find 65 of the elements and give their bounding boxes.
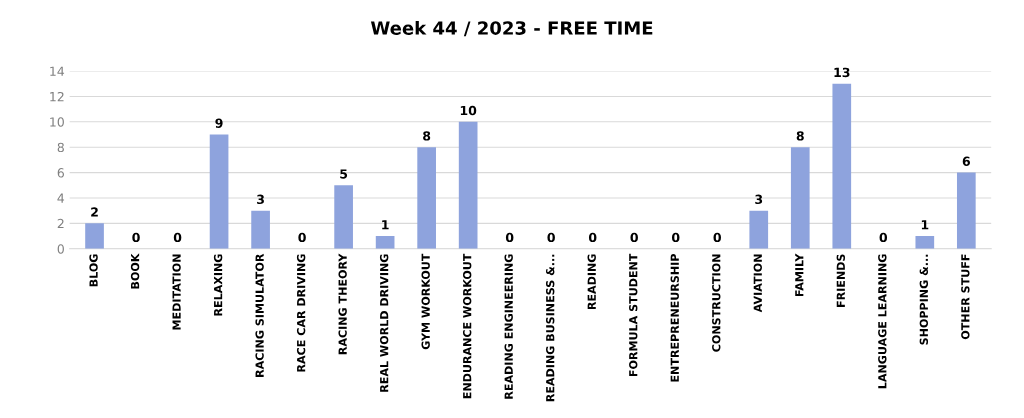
y-tick-label: 14 [50, 66, 65, 76]
data-label: 0 [298, 232, 306, 243]
data-label: 0 [879, 232, 888, 243]
bar [956, 172, 976, 249]
data-label: 2 [91, 207, 98, 217]
data-label: 0 [505, 232, 514, 243]
x-tick-label: READING BUSINESS &... [546, 254, 555, 402]
data-label: 0 [132, 232, 140, 243]
y-tick-label: 0 [57, 244, 64, 254]
bar [375, 236, 395, 249]
x-tick-label: RACING THEORY [338, 253, 347, 355]
y-tick-label: 12 [50, 91, 64, 102]
bar [790, 147, 810, 249]
bar [251, 210, 270, 249]
x-tick-label: RELAXING [213, 254, 223, 316]
x-tick-label: READING ENGINEERING [504, 254, 513, 399]
x-tick-label: RACE CAR DRIVING [296, 254, 306, 372]
data-label: 5 [340, 169, 348, 179]
bar [749, 210, 769, 249]
data-label: 3 [257, 194, 264, 205]
x-tick-label: BOOK [130, 253, 140, 289]
x-tick-label: RACING SIMULATOR [255, 253, 264, 377]
chart-title: Week 44 / 2023 - FREE TIME [370, 20, 653, 37]
bar [334, 185, 353, 249]
bar [832, 83, 852, 249]
x-tick-label: OTHER STUFF [961, 254, 970, 340]
x-tick-label: BLOG [89, 254, 98, 287]
data-label: 3 [755, 194, 763, 205]
x-tick-label: READING [587, 254, 596, 310]
x-tick-label: LANGUAGE LEARNING [878, 254, 887, 389]
bar [417, 147, 436, 249]
data-label: 8 [796, 131, 804, 141]
data-label: 6 [962, 156, 970, 166]
x-tick-label: ENDURANCE WORKOUT [462, 253, 472, 399]
y-tick-label: 6 [57, 168, 64, 178]
bar [85, 223, 104, 249]
x-tick-label: GYM WORKOUT [421, 253, 430, 350]
y-tick-label: 8 [57, 142, 64, 153]
x-tick-label: REAL WORLD DRIVING [379, 254, 389, 392]
data-label: 9 [215, 118, 223, 128]
x-tick-label: MEDITATION [172, 254, 181, 330]
data-label: 0 [588, 232, 597, 243]
data-label: 13 [834, 67, 850, 78]
data-label: 10 [460, 105, 477, 116]
x-tick-label: SHOPPING &... [919, 254, 929, 345]
data-label: 0 [630, 232, 638, 243]
x-tick-label: CONSTRUCTION [712, 254, 721, 352]
data-label: 1 [921, 220, 929, 230]
bar [915, 236, 935, 249]
y-tick-label: 10 [50, 117, 64, 127]
x-tick-label: FAMILY [795, 253, 804, 297]
bar [458, 121, 478, 249]
data-label: 0 [173, 232, 182, 243]
x-tick-label: AVIATION [753, 254, 762, 313]
x-tick-label: ENTREPRENEURSHIP [670, 254, 679, 382]
data-label: 0 [547, 232, 555, 243]
data-label: 8 [423, 131, 431, 141]
bar [209, 134, 229, 249]
x-tick-label: FRIENDS [836, 254, 846, 307]
data-label: 0 [713, 232, 721, 243]
data-label: 1 [382, 220, 389, 230]
x-tick-label: FORMULA STUDENT [629, 253, 638, 377]
y-tick-label: 4 [57, 193, 65, 203]
y-tick-label: 2 [57, 218, 64, 229]
data-label: 0 [671, 232, 680, 243]
